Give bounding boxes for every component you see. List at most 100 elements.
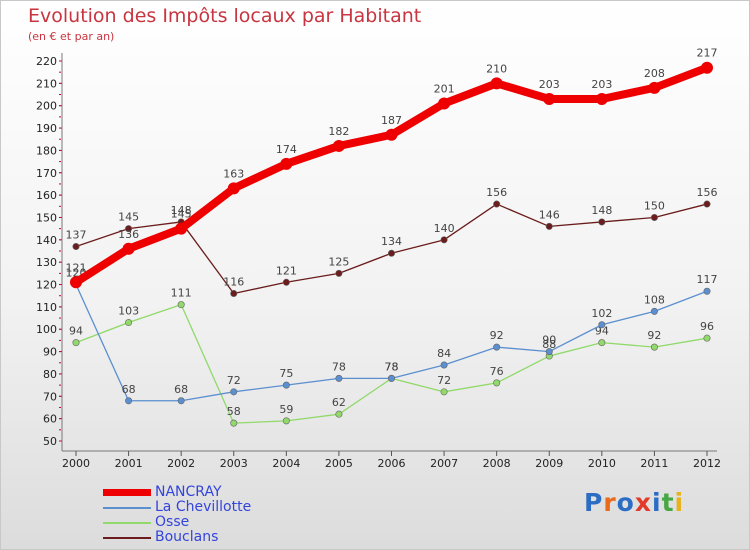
series-line-la-chevillotte	[75, 283, 708, 402]
data-label-bouclans: 125	[328, 255, 349, 268]
data-label-nancray: 217	[697, 47, 718, 60]
y-tick-label: 100	[36, 323, 57, 336]
legend-label-nancray: NANCRAY	[155, 484, 222, 500]
data-point-osse	[230, 419, 238, 427]
data-label-bouclans: 145	[118, 211, 139, 224]
data-point-nancray	[385, 128, 398, 141]
data-point-nancray	[175, 222, 188, 235]
data-point-bouclans	[387, 249, 395, 257]
y-tick-label: 200	[36, 100, 57, 113]
data-label-nancray: 187	[381, 114, 402, 127]
y-tick-label: 70	[43, 390, 57, 403]
proxiti-logo: Proxiti	[584, 488, 685, 517]
data-point-nancray	[490, 77, 503, 90]
data-label-la-chevillotte: 75	[279, 367, 293, 380]
data-point-nancray	[227, 182, 240, 195]
data-label-osse: 59	[279, 403, 293, 416]
data-label-osse: 103	[118, 305, 139, 318]
y-tick-label: 90	[43, 346, 57, 359]
data-label-la-chevillotte: 90	[542, 334, 556, 347]
x-tick-label: 2006	[378, 457, 406, 470]
data-label-bouclans: 137	[66, 229, 87, 242]
data-label-nancray: 203	[539, 78, 560, 91]
x-tick-label: 2000	[62, 457, 90, 470]
data-label-bouclans: 150	[644, 199, 665, 212]
y-tick-label: 110	[36, 301, 57, 314]
data-label-osse: 62	[332, 396, 346, 409]
data-point-bouclans	[335, 269, 343, 277]
x-tick-label: 2003	[220, 457, 248, 470]
data-point-la-chevillotte	[387, 374, 395, 382]
y-tick-label: 170	[36, 167, 57, 180]
data-label-la-chevillotte: 78	[332, 360, 346, 373]
data-label-la-chevillotte: 117	[697, 273, 718, 286]
legend-label-osse: Osse	[155, 514, 190, 530]
data-point-osse	[703, 334, 711, 342]
y-tick-label: 150	[36, 211, 57, 224]
data-label-bouclans: 140	[434, 222, 455, 235]
data-point-bouclans	[230, 289, 238, 297]
data-label-bouclans: 134	[381, 235, 402, 248]
y-tick-label: 210	[36, 77, 57, 90]
data-label-osse: 58	[227, 405, 241, 418]
y-tick-label: 180	[36, 144, 57, 157]
data-point-bouclans	[440, 236, 448, 244]
data-point-osse	[72, 339, 80, 347]
data-label-la-chevillotte: 68	[122, 383, 136, 396]
y-tick-label: 50	[43, 435, 57, 448]
legend-swatch-la-chevillotte	[103, 507, 151, 509]
data-point-bouclans	[703, 200, 711, 208]
data-label-la-chevillotte: 84	[437, 347, 451, 360]
data-label-nancray: 201	[434, 82, 455, 95]
data-label-nancray: 121	[66, 261, 87, 274]
data-label-la-chevillotte: 108	[644, 293, 665, 306]
y-tick-label: 140	[36, 234, 57, 247]
data-point-nancray	[595, 93, 608, 105]
data-point-osse	[282, 417, 290, 425]
data-point-bouclans	[72, 243, 80, 251]
x-tick-label: 2012	[693, 457, 721, 470]
data-point-nancray	[332, 139, 345, 152]
data-label-osse: 92	[647, 329, 661, 342]
data-label-nancray: 208	[644, 67, 665, 80]
data-point-la-chevillotte	[125, 397, 133, 405]
y-tick-label: 60	[43, 413, 57, 426]
data-label-bouclans: 156	[486, 186, 507, 199]
data-point-la-chevillotte	[177, 397, 185, 405]
data-label-bouclans: 116	[223, 275, 244, 288]
data-point-la-chevillotte	[598, 321, 606, 329]
data-point-nancray	[70, 276, 82, 289]
data-point-osse	[440, 388, 448, 396]
x-tick-label: 2011	[640, 457, 668, 470]
data-point-la-chevillotte	[282, 381, 290, 389]
data-point-bouclans	[650, 213, 658, 221]
data-label-bouclans: 121	[276, 264, 297, 277]
data-label-osse: 94	[595, 325, 609, 338]
x-tick-label: 2009	[535, 457, 563, 470]
data-label-la-chevillotte: 92	[490, 329, 504, 342]
chart-title: Evolution des Impôts locaux par Habitant	[28, 5, 422, 27]
data-label-osse: 94	[69, 325, 83, 338]
data-point-nancray	[543, 93, 556, 105]
y-tick-label: 160	[36, 189, 57, 202]
x-tick-label: 2008	[483, 457, 511, 470]
data-label-nancray: 203	[591, 78, 612, 91]
data-label-bouclans: 148	[171, 204, 192, 217]
data-label-bouclans: 156	[697, 186, 718, 199]
data-point-nancray	[648, 81, 661, 94]
data-label-osse: 76	[490, 365, 504, 378]
legend-label-la-chevillotte: La Chevillotte	[155, 499, 252, 515]
x-tick-label: 2010	[588, 457, 616, 470]
chart-subtitle: (en € et par an)	[28, 30, 115, 43]
y-tick-label: 190	[36, 122, 57, 135]
data-point-la-chevillotte	[545, 348, 553, 356]
data-point-bouclans	[125, 225, 133, 233]
x-tick-label: 2004	[272, 457, 300, 470]
y-tick-label: 220	[36, 55, 57, 68]
legend-swatch-osse	[103, 522, 151, 524]
data-label-bouclans: 148	[591, 204, 612, 217]
data-label-nancray: 136	[118, 228, 139, 241]
data-label-osse: 78	[385, 360, 399, 373]
y-tick-label: 130	[36, 256, 57, 269]
